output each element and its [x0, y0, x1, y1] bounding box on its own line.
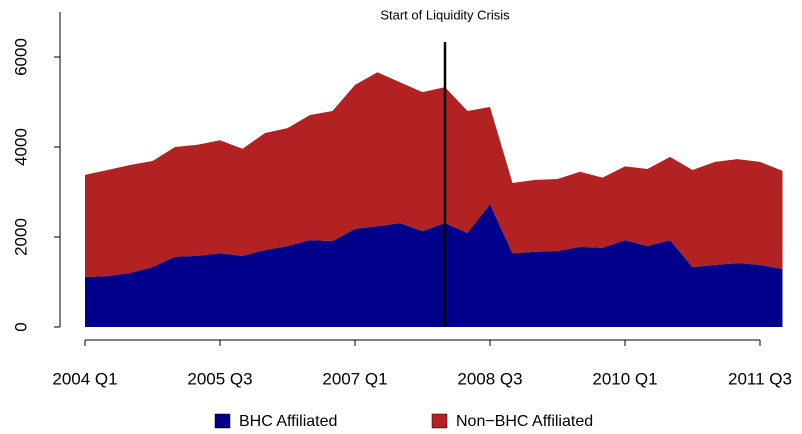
- legend-label: BHC Affiliated: [239, 413, 337, 430]
- legend-label: Non−BHC Affiliated: [456, 413, 593, 430]
- x-tick-label: 2011 Q3: [728, 369, 792, 388]
- area: [85, 72, 783, 278]
- area: [85, 204, 783, 327]
- x-tick-label: 2007 Q1: [322, 369, 387, 388]
- annotation: Start of Liquidity Crisis: [380, 7, 510, 22]
- x-tick-label: 2010 Q1: [592, 369, 657, 388]
- y-tick-label: 6000: [11, 38, 30, 76]
- y-tick-label: 2000: [11, 218, 30, 256]
- legend-swatch: [214, 413, 231, 429]
- x-tick-label: 2008 Q3: [457, 369, 522, 388]
- x-tick-label: 2005 Q3: [187, 369, 252, 388]
- legend-swatch: [431, 413, 448, 429]
- x-tick-label: 2004 Q1: [52, 369, 117, 388]
- y-tick-label: 0: [11, 322, 30, 331]
- y-tick-label: 4000: [11, 128, 30, 166]
